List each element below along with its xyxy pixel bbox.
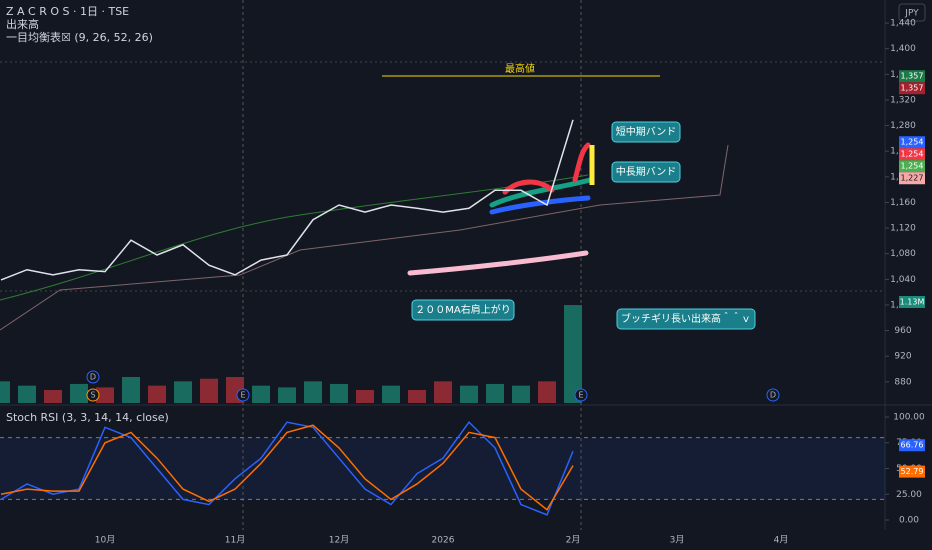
volume-bar [304, 381, 322, 403]
y-tick-label: 1,440 [890, 19, 916, 29]
annotation-box [611, 161, 681, 183]
volume-bar [174, 381, 192, 403]
event-label: S [90, 391, 95, 400]
stoch-line [0, 420, 574, 516]
annotation-box [616, 308, 756, 330]
price-tag-label: 1,254 [901, 162, 924, 171]
x-tick-label: 10月 [95, 535, 115, 546]
price-tag-label: 1,227 [901, 174, 924, 183]
volume-bar [512, 385, 530, 403]
volume-bar [382, 385, 400, 403]
price-tag [899, 70, 925, 83]
y-tick-label: 1,400 [890, 44, 916, 54]
stoch-line [0, 424, 574, 511]
ichimoku-line [0, 174, 589, 301]
event-marker [574, 388, 588, 402]
y-tick-label: 25.00 [896, 490, 922, 500]
annotation-box [611, 121, 681, 143]
volume-bar [148, 385, 166, 403]
ichimoku-span [0, 144, 729, 331]
event-marker [766, 388, 780, 402]
price-line [0, 119, 574, 281]
band-highlight [489, 177, 593, 208]
price-tag-label: 1,254 [901, 138, 924, 147]
event-label: D [90, 373, 96, 382]
band-highlight [489, 195, 591, 215]
stoch-tag-label: 52.79 [901, 467, 924, 476]
y-tick-label: 1,120 [890, 224, 916, 234]
stoch-tag [899, 465, 925, 478]
volume-bar [96, 387, 114, 403]
volume-bar [408, 390, 426, 403]
x-tick-label: 2月 [566, 535, 581, 546]
y-tick-label: 0.00 [899, 516, 919, 526]
ma200-highlight [407, 250, 589, 276]
y-tick-label: 1,040 [890, 275, 916, 285]
volume-bar [538, 381, 556, 403]
price-tag [899, 82, 925, 95]
volume-bar [44, 390, 62, 403]
currency-button[interactable] [898, 3, 926, 22]
annotation: ２００MA右肩上がり [415, 303, 510, 316]
volume-bar [486, 383, 504, 403]
price-tag [899, 148, 925, 161]
annotation: ブッチギリ長い出来高＾＾ｖ [621, 311, 751, 325]
price-tag [899, 172, 925, 185]
volume-bar [0, 381, 10, 403]
symbol: Z A C R O S · 1日 · TSE [6, 5, 129, 18]
x-tick-label: 2026 [432, 536, 455, 546]
y-tick-label: 920 [894, 352, 911, 362]
x-tick-label: 3月 [670, 535, 685, 546]
volume-bar [356, 390, 374, 403]
stoch-band [0, 437, 885, 500]
y-tick-label: 1,320 [890, 95, 916, 105]
stoch-tag-label: 66.76 [901, 441, 924, 450]
band-highlight [502, 179, 555, 195]
x-tick-label: 12月 [329, 535, 349, 546]
price-tag [899, 160, 925, 173]
price-tag [899, 136, 925, 149]
currency[interactable]: JPY [904, 9, 919, 19]
price-tag-label: 1,357 [901, 72, 924, 81]
price-tag-label: 1,254 [901, 150, 924, 159]
volume-bar [434, 381, 452, 403]
volume-label: 出来高 [6, 17, 39, 31]
band-highlight [572, 142, 591, 183]
annotation: 短中期バンド [616, 125, 677, 138]
price-tag-label: 1,357 [901, 84, 924, 93]
ichimoku-label: 一目均衡表☒ (9, 26, 52, 26) [6, 30, 153, 44]
annotation: 最高値 [505, 62, 535, 75]
volume-tag-label: 1.13M [900, 298, 925, 307]
annotation-box [411, 299, 515, 321]
y-tick-label: 100.00 [893, 412, 925, 422]
volume-bar [252, 385, 270, 403]
event-label: E [578, 391, 583, 400]
x-tick-label: 11月 [225, 535, 245, 546]
volume-bar [460, 385, 478, 403]
stoch-tag [899, 439, 925, 452]
volume-tag [899, 296, 925, 308]
y-tick-label: 960 [894, 326, 911, 336]
y-tick-label: 1,080 [890, 249, 916, 259]
y-tick-label: 1,280 [890, 121, 916, 131]
stoch-title: Stoch RSI (3, 3, 14, 14, close) [6, 411, 169, 424]
volume-bar [278, 387, 296, 403]
event-marker [236, 388, 250, 402]
event-marker [86, 388, 100, 402]
volume-bar [18, 385, 36, 403]
volume-bar [564, 305, 582, 403]
event-label: D [770, 391, 776, 400]
event-marker [86, 370, 100, 384]
volume-bar [330, 383, 348, 403]
volume-bar [200, 378, 218, 403]
event-label: E [240, 391, 245, 400]
annotation: 中長期バンド [616, 165, 677, 178]
x-tick-label: 4月 [774, 535, 789, 546]
volume-bar [122, 377, 140, 403]
volume-bar [70, 383, 88, 403]
y-tick-label: 1,160 [890, 198, 916, 208]
y-tick-label: 880 [894, 377, 911, 387]
